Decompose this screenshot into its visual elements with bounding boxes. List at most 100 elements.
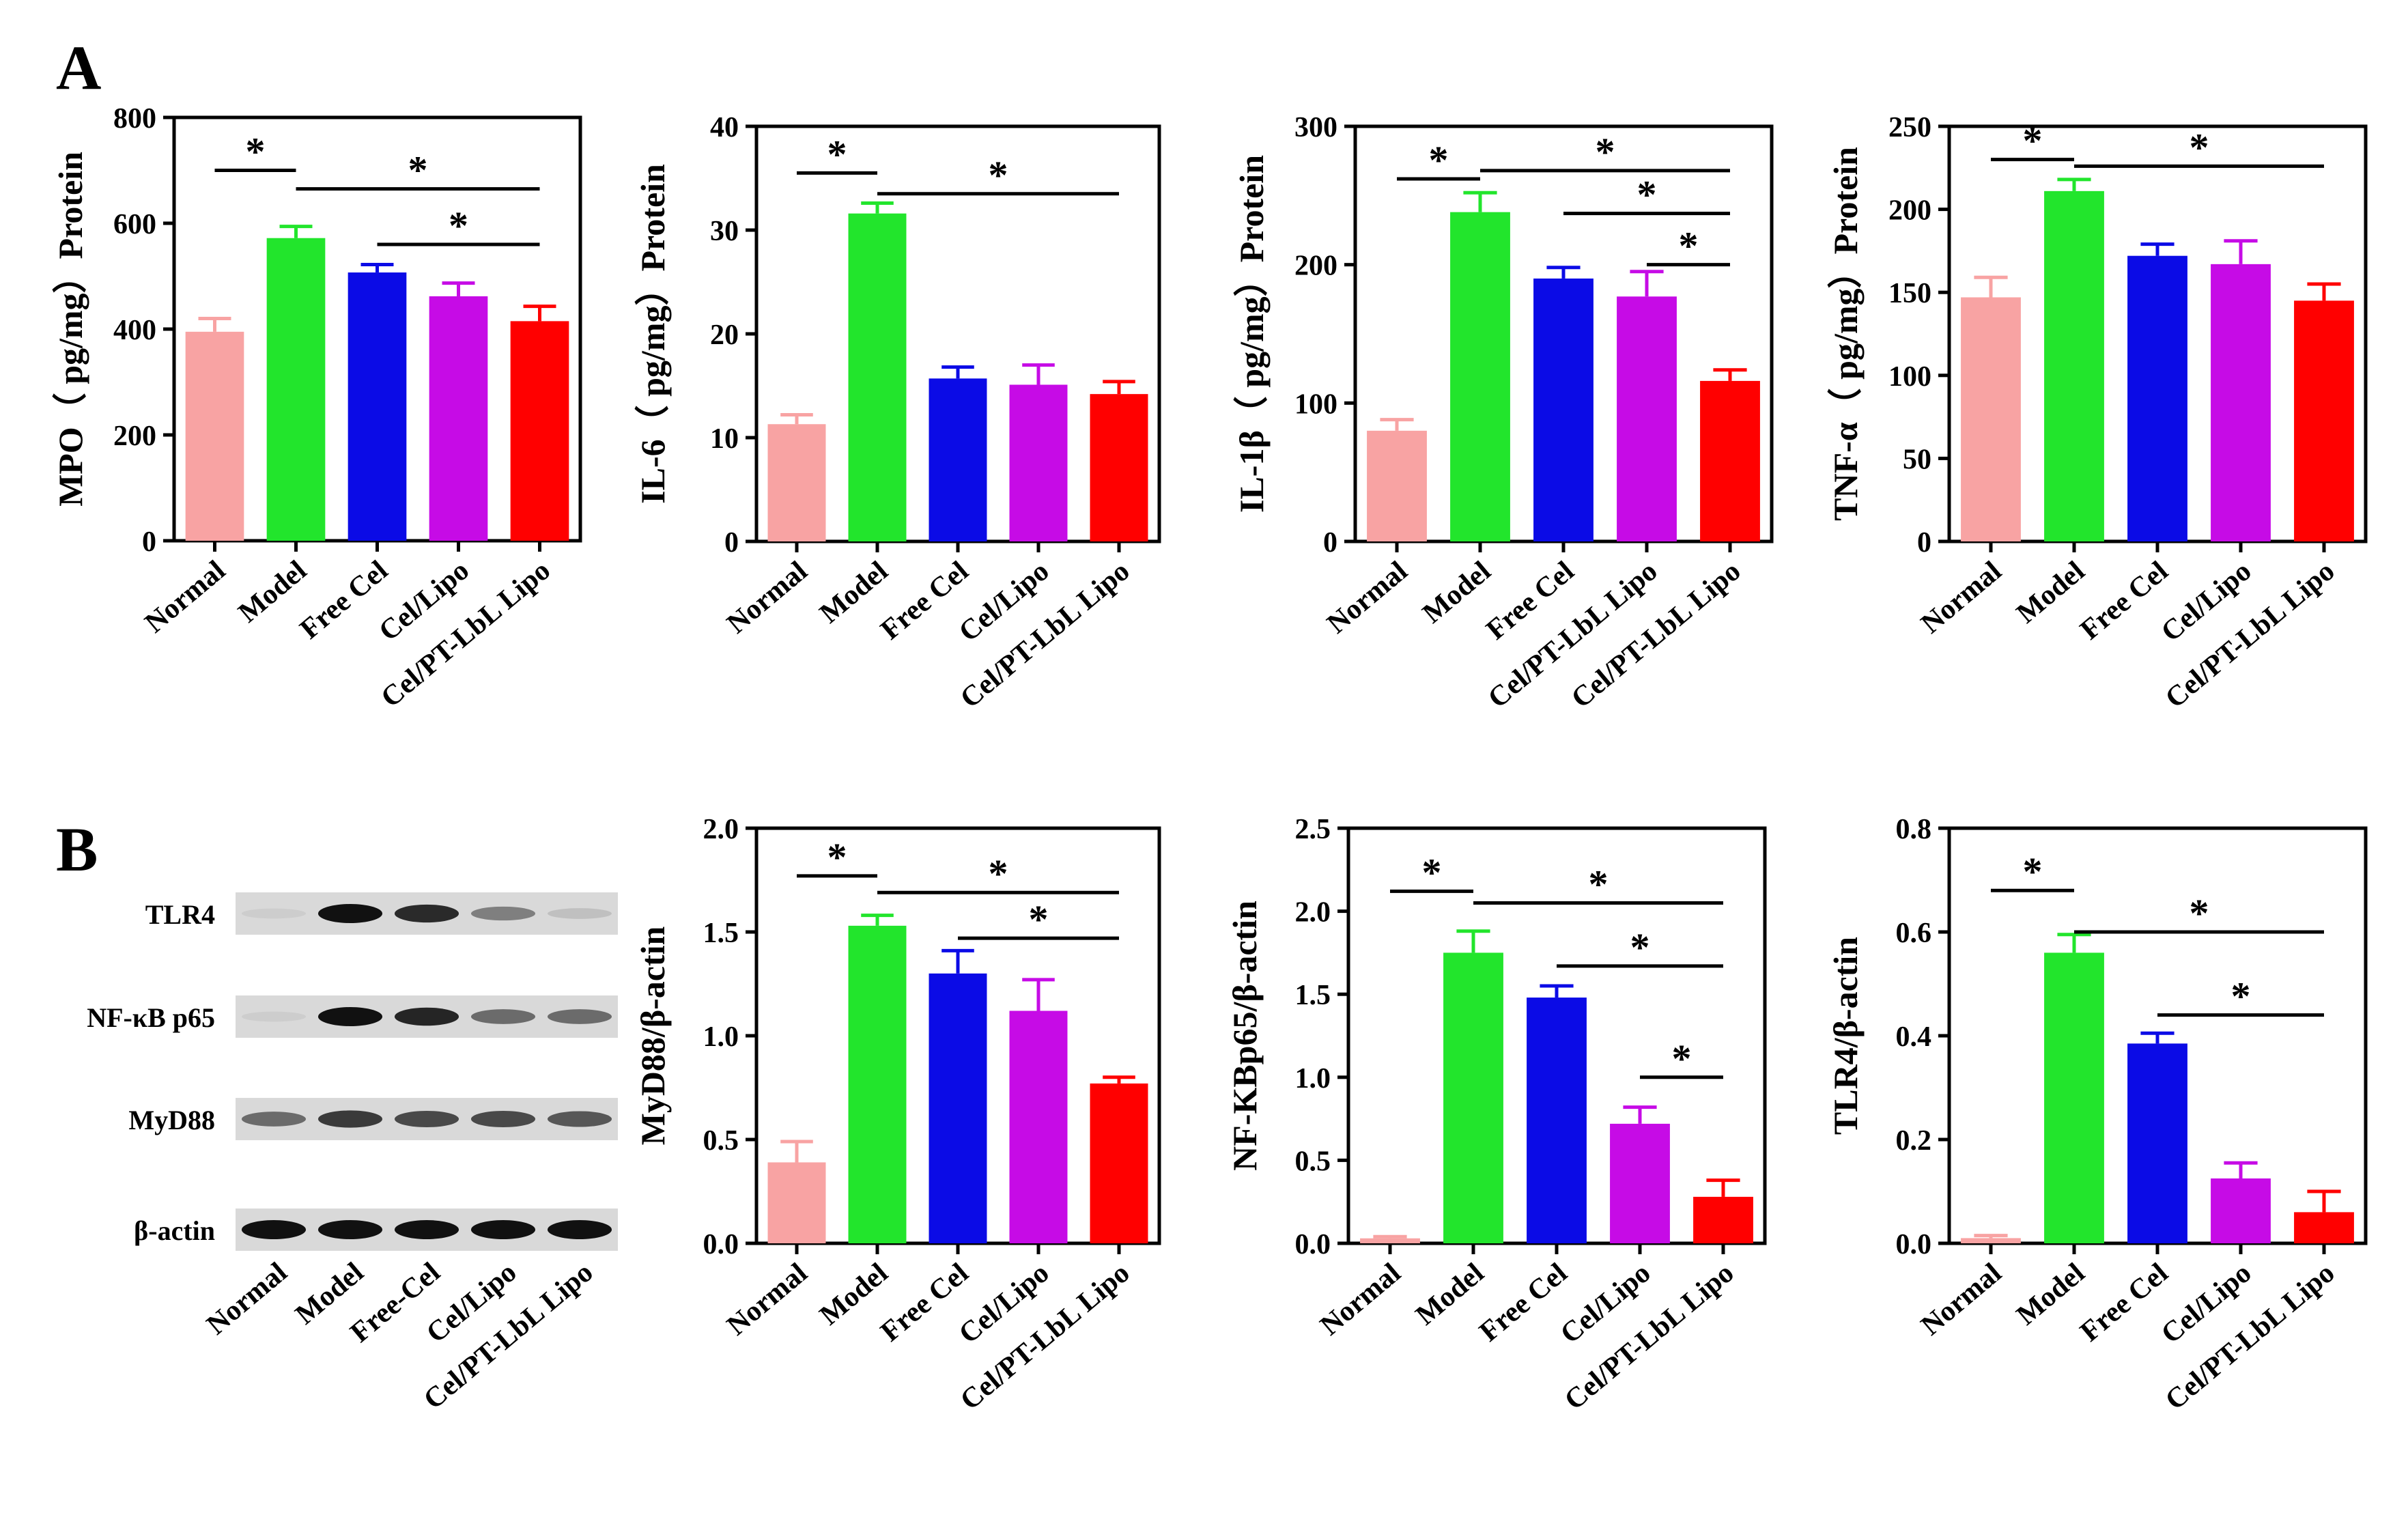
y-tick-label: 2.0 xyxy=(1295,897,1331,929)
y-tick-label: 2.5 xyxy=(1295,814,1331,845)
significance-star: * xyxy=(2023,849,2043,894)
bar xyxy=(848,925,907,1243)
y-axis-label: TNF-α（ pg/mg）Protein xyxy=(1826,147,1865,521)
y-tick-label: 0.0 xyxy=(1896,1229,1932,1260)
blot-band xyxy=(394,1110,459,1128)
bar xyxy=(1700,380,1760,541)
blot-band xyxy=(241,908,307,919)
blot-band xyxy=(317,1220,383,1239)
y-tick-label: 0 xyxy=(142,526,156,558)
bar xyxy=(1450,212,1510,541)
significance-star: * xyxy=(246,130,266,174)
chart-nfkb: 0.0 0.5 1.0 1.5 2.0 2.5 NF-KBp65/β-actin Normal… xyxy=(1226,814,1767,1416)
bar xyxy=(767,1162,826,1243)
blot-band xyxy=(547,908,612,919)
significance-star: * xyxy=(408,148,428,193)
bar xyxy=(185,331,244,541)
y-axis-label: MyD88/β-actin xyxy=(634,926,672,1145)
significance-star: * xyxy=(2190,891,2209,935)
category-label: Normal xyxy=(721,555,813,640)
y-axis-label: IL-1β（ pg/mg）Protein xyxy=(1232,155,1271,513)
blot-band xyxy=(241,1220,307,1239)
category-label: Free Cel xyxy=(2074,1257,2174,1348)
y-tick-label: 100 xyxy=(1294,388,1337,420)
bar xyxy=(2211,264,2271,541)
y-axis-label: IL-6（ pg/mg）Protein xyxy=(634,164,672,504)
y-tick-label: 1.0 xyxy=(1295,1063,1331,1094)
bar xyxy=(2211,1178,2271,1243)
significance-star: * xyxy=(1630,925,1650,970)
y-tick-label: 150 xyxy=(1888,278,1931,309)
bar xyxy=(1610,1123,1670,1243)
bar xyxy=(929,378,987,541)
y-tick-label: 0 xyxy=(1323,527,1337,558)
significance-star: * xyxy=(1422,850,1442,894)
bar xyxy=(1009,384,1068,541)
blot-band xyxy=(241,1011,307,1022)
blot-band xyxy=(241,1112,307,1127)
y-tick-label: 0 xyxy=(1917,527,1931,558)
blot-row-label: TLR4 xyxy=(145,899,215,930)
blot-band xyxy=(317,1007,383,1026)
bar xyxy=(2127,1043,2187,1243)
blot-lane-label: Normal xyxy=(201,1256,293,1341)
significance-star: * xyxy=(1596,130,1615,174)
bar xyxy=(2294,1212,2354,1243)
y-tick-label: 0.2 xyxy=(1896,1125,1932,1157)
bar xyxy=(1961,1238,2021,1243)
blot-band xyxy=(394,1007,459,1026)
significance-star: * xyxy=(827,132,847,176)
blot-row-label: MyD88 xyxy=(128,1105,215,1135)
significance-star: * xyxy=(1429,138,1449,182)
significance-star: * xyxy=(989,851,1008,896)
blot-band xyxy=(470,1009,536,1024)
bar xyxy=(767,424,826,541)
y-tick-label: 0.8 xyxy=(1896,814,1932,845)
significance-star: * xyxy=(827,835,847,879)
bar xyxy=(2127,255,2187,541)
category-label: Normal xyxy=(721,1257,813,1342)
y-tick-label: 300 xyxy=(1294,112,1337,143)
y-tick-label: 0.6 xyxy=(1896,918,1932,949)
y-tick-label: 400 xyxy=(113,315,156,346)
y-tick-label: 40 xyxy=(710,112,739,143)
y-tick-label: 50 xyxy=(1903,444,1931,475)
bar xyxy=(1360,1238,1420,1243)
significance-star: * xyxy=(1029,897,1049,942)
blot-band xyxy=(317,1110,383,1128)
bar xyxy=(848,213,907,541)
blot-row-label: NF-κB p65 xyxy=(87,1002,215,1033)
y-tick-label: 2.0 xyxy=(703,814,739,845)
significance-star: * xyxy=(2190,125,2209,169)
y-axis-label: MPO（ pg/mg）Protein xyxy=(51,152,89,507)
y-tick-label: 1.5 xyxy=(1295,980,1331,1011)
category-label: Normal xyxy=(139,554,231,639)
bar xyxy=(429,296,488,541)
bar xyxy=(1090,394,1148,541)
blot-band xyxy=(394,1220,459,1239)
significance-star: * xyxy=(989,153,1008,197)
y-tick-label: 100 xyxy=(1888,361,1931,393)
y-tick-label: 0.4 xyxy=(1896,1021,1932,1053)
y-axis-label: TLR4/β-actin xyxy=(1826,937,1865,1135)
significance-star: * xyxy=(1589,862,1609,906)
blot-band xyxy=(470,906,536,921)
y-tick-label: 0.0 xyxy=(1295,1229,1331,1260)
bar xyxy=(2294,300,2354,541)
y-tick-label: 800 xyxy=(113,103,156,135)
blot-band xyxy=(547,1009,612,1024)
significance-star: * xyxy=(2023,119,2043,163)
y-axis-label: NF-KBp65/β-actin xyxy=(1226,901,1264,1171)
bar xyxy=(1533,278,1593,541)
bar xyxy=(1693,1196,1753,1243)
category-label: Normal xyxy=(1915,555,2007,640)
y-tick-label: 600 xyxy=(113,209,156,240)
y-tick-label: 10 xyxy=(710,423,739,455)
y-tick-label: 1.5 xyxy=(703,918,739,949)
category-label: Normal xyxy=(1915,1257,2007,1342)
bar xyxy=(348,272,407,541)
y-tick-label: 0.0 xyxy=(703,1229,739,1260)
category-label: Normal xyxy=(1314,1257,1406,1342)
